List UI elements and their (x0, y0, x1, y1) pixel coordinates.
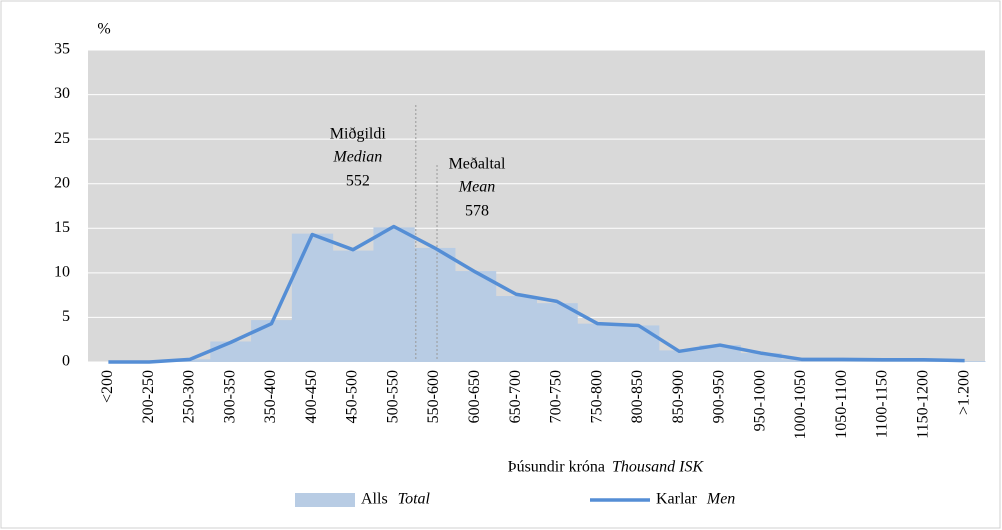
x-tick-label: 900-950 (711, 370, 728, 423)
bar (291, 233, 334, 362)
x-tick-label: 950-1000 (751, 370, 768, 431)
y-axis-label: % (97, 21, 110, 38)
bar (332, 250, 374, 362)
x-tick-label: 1050-1100 (833, 370, 850, 439)
y-tick-label: 25 (54, 130, 70, 147)
x-tick-label: 550-600 (425, 370, 442, 423)
legend-label: Alls (361, 491, 388, 508)
y-tick-label: 10 (54, 264, 70, 281)
bar (944, 361, 986, 362)
x-tick-label: 700-750 (548, 370, 565, 423)
x-axis-label-en: Thousand ISK (612, 459, 704, 476)
y-tick-label: 5 (62, 308, 70, 325)
x-tick-label: 350-400 (262, 370, 279, 423)
annotation-label: Meðaltal (449, 156, 506, 173)
x-tick-label: 450-500 (344, 370, 361, 423)
annotation-label-en: Median (332, 149, 382, 166)
x-tick-label: 1100-1150 (874, 370, 891, 438)
x-tick-label: >1.200 (955, 370, 972, 415)
x-tick-label: 1150-1200 (915, 370, 932, 439)
x-tick-label: 800-850 (629, 370, 646, 423)
bar (495, 296, 537, 362)
annotation-value: 578 (465, 203, 489, 220)
x-tick-label: 400-450 (303, 370, 320, 423)
line (108, 224, 965, 364)
x-tick-label: 500-550 (384, 370, 401, 423)
y-tick-label: 0 (62, 353, 70, 370)
bar (577, 323, 619, 362)
bar (740, 353, 782, 362)
bar (618, 325, 660, 362)
x-tick-label: 300-350 (221, 370, 238, 423)
annotation-label: Miðgildi (330, 126, 387, 143)
bar (699, 345, 741, 362)
x-tick-label: 200-250 (140, 370, 157, 423)
y-tick-label: 20 (54, 174, 70, 191)
x-tick-label: 750-800 (588, 370, 605, 423)
bar (658, 350, 701, 362)
bar (373, 227, 415, 362)
y-tick-label: 35 (54, 41, 70, 58)
x-tick-label: 850-900 (670, 370, 687, 423)
bar (414, 247, 456, 362)
x-tick-label: 1000-1050 (792, 370, 809, 439)
legend-label-en: Men (706, 491, 735, 508)
x-tick-label: <200 (99, 370, 116, 403)
legend-label-en: Total (398, 491, 431, 508)
annotation-label-en: Mean (458, 179, 495, 196)
y-tick-label: 15 (54, 219, 70, 236)
x-tick-label: 650-700 (507, 370, 524, 423)
x-axis-label: Þúsundir króna (508, 459, 605, 476)
annotation-value: 552 (346, 173, 370, 190)
x-tick-label: 600-650 (466, 370, 483, 423)
bar (536, 303, 578, 362)
bar (454, 271, 497, 362)
legend-label: Karlar (656, 491, 698, 508)
x-tick-label: 250-300 (181, 370, 198, 423)
legend-swatch (295, 493, 355, 507)
bar (210, 341, 252, 362)
y-tick-label: 30 (54, 85, 70, 102)
bar (251, 320, 293, 362)
